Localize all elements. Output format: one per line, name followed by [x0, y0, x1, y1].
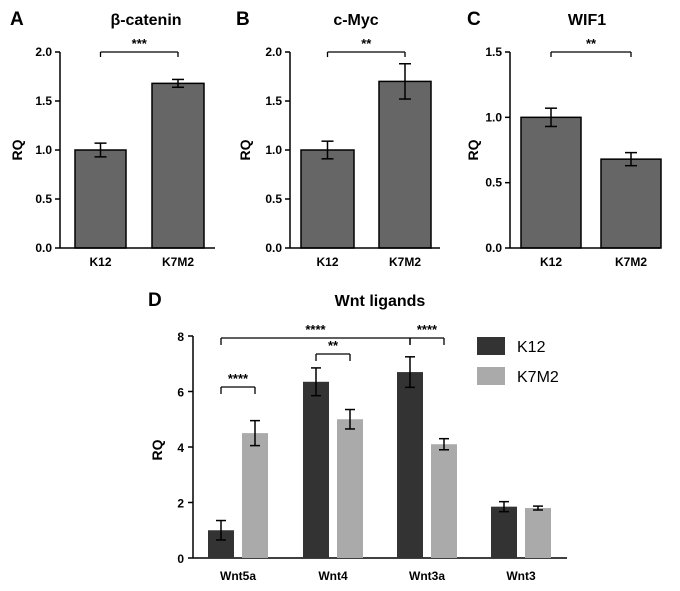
y-tick-label: 0.5 — [35, 192, 52, 206]
y-tick-label: 1.0 — [265, 143, 282, 157]
panel-letter: D — [148, 290, 162, 311]
chart-title: Wnt ligands — [335, 293, 426, 310]
bar — [74, 149, 127, 249]
y-tick-label: 0 — [177, 552, 184, 566]
y-axis-label: RQ — [465, 139, 481, 160]
panel-letter: A — [10, 9, 24, 30]
significance-label: ** — [586, 36, 597, 51]
bar-k7m2 — [337, 419, 363, 558]
y-tick-label: 2 — [177, 497, 184, 511]
y-tick-label: 0.0 — [265, 241, 282, 255]
y-tick-label: 8 — [177, 330, 184, 344]
legend-swatch-k7m2 — [477, 367, 505, 385]
y-tick-label: 1.0 — [485, 110, 502, 124]
y-tick-label: 0.0 — [35, 241, 52, 255]
bar — [600, 158, 662, 249]
panel-letter: C — [467, 9, 481, 30]
bar-k12 — [303, 381, 329, 558]
chart-title: WIF1 — [568, 12, 606, 29]
y-tick-label: 2.0 — [265, 45, 282, 59]
bar-k7m2 — [242, 433, 268, 558]
y-axis-label: RQ — [9, 139, 25, 160]
x-tick-label: K12 — [89, 255, 111, 269]
significance-label: *** — [132, 36, 148, 51]
y-tick-label: 4 — [177, 441, 184, 455]
x-tick-label: K12 — [316, 255, 338, 269]
bar — [151, 82, 205, 249]
x-tick-label: K12 — [540, 255, 562, 269]
y-tick-label: 2.0 — [35, 45, 52, 59]
y-tick-label: 0.0 — [485, 241, 502, 255]
bar-k12 — [397, 372, 423, 558]
y-tick-label: 6 — [177, 386, 184, 400]
significance-label: **** — [417, 322, 438, 337]
y-axis-label: RQ — [149, 439, 165, 460]
panel-letter: B — [236, 9, 250, 30]
bar — [378, 80, 432, 249]
bar-k12 — [491, 506, 517, 558]
chart-title: β-catenin — [110, 12, 181, 29]
y-tick-label: 1.5 — [485, 45, 502, 59]
x-tick-label: Wnt5a — [220, 569, 256, 583]
y-tick-label: 0.5 — [485, 176, 502, 190]
legend-label: K7M2 — [517, 369, 559, 386]
significance-label: **** — [305, 322, 326, 337]
significance-label: ** — [328, 338, 339, 353]
x-tick-label: Wnt3 — [506, 569, 536, 583]
legend-label: K12 — [517, 339, 546, 356]
significance-label: **** — [228, 371, 249, 386]
y-tick-label: 1.5 — [265, 94, 282, 108]
x-tick-label: K7M2 — [615, 255, 647, 269]
x-tick-label: Wnt4 — [318, 569, 348, 583]
panel-c: C WIF1 0.0 0.5 1.0 1.5 RQ K12 K7M2 ** — [465, 9, 662, 269]
y-axis-label: RQ — [237, 139, 253, 160]
legend-swatch-k12 — [477, 337, 505, 355]
x-tick-label: Wnt3a — [409, 569, 445, 583]
bar-k7m2 — [431, 444, 457, 558]
x-tick-label: K7M2 — [389, 255, 421, 269]
significance-label: ** — [361, 36, 372, 51]
y-tick-label: 1.5 — [35, 94, 52, 108]
x-tick-label: K7M2 — [162, 255, 194, 269]
y-tick-label: 1.0 — [35, 143, 52, 157]
bar-k7m2 — [525, 508, 551, 558]
bar — [520, 116, 582, 249]
chart-title: c-Myc — [333, 12, 378, 29]
bar — [300, 149, 355, 249]
y-tick-label: 0.5 — [265, 192, 282, 206]
